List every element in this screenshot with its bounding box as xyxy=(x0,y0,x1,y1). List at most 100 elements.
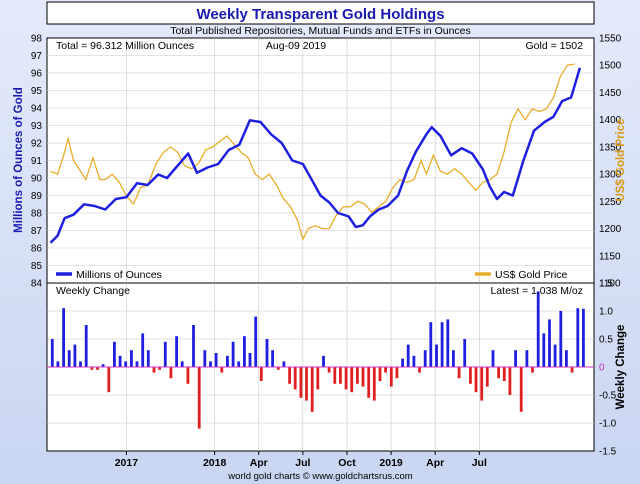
change-bar xyxy=(84,325,88,367)
right-tick-label: 1550 xyxy=(599,34,622,45)
change-bar xyxy=(96,367,99,370)
change-bar xyxy=(361,367,365,387)
change-bar xyxy=(175,336,178,367)
change-bar xyxy=(576,308,580,367)
change-bar xyxy=(62,308,65,367)
change-bar xyxy=(113,341,116,367)
change-bar xyxy=(418,367,421,373)
chart-subtitle: Total Published Repositories, Mutual Fun… xyxy=(170,25,471,37)
change-bar xyxy=(276,367,280,370)
change-tick-label: 0.5 xyxy=(599,335,613,346)
right-tick-label: 1250 xyxy=(599,197,622,208)
left-tick-label: 98 xyxy=(31,34,43,45)
right-tick-label: 1400 xyxy=(599,115,622,126)
change-bar xyxy=(101,364,105,367)
x-tick-label: Apr xyxy=(426,457,444,469)
change-bar xyxy=(531,367,534,373)
change-bar xyxy=(158,367,161,370)
gold-annotation: Gold = 1502 xyxy=(525,40,583,52)
change-bar xyxy=(559,311,563,367)
weekly-change-axis-title: Weekly Change xyxy=(615,325,627,410)
change-bar xyxy=(186,367,190,384)
right-tick-label: 1350 xyxy=(599,142,622,153)
change-bar xyxy=(248,353,252,367)
change-bar xyxy=(582,308,585,367)
change-bar xyxy=(118,355,122,367)
change-bar xyxy=(463,339,467,367)
change-tick-label: 1.0 xyxy=(599,307,613,318)
change-bar xyxy=(542,333,546,367)
change-bar xyxy=(333,367,337,384)
change-bar xyxy=(141,333,145,367)
change-tick-label: -1.5 xyxy=(599,447,617,458)
change-bar xyxy=(406,344,410,367)
change-bar xyxy=(124,361,128,367)
footer-credit: world gold charts © www.goldchartsrus.co… xyxy=(227,471,412,482)
change-bar xyxy=(209,361,212,367)
change-bar xyxy=(553,344,557,367)
change-bar xyxy=(214,353,218,367)
change-bar xyxy=(497,367,500,379)
left-tick-label: 89 xyxy=(31,191,43,202)
change-bar xyxy=(480,367,484,401)
change-bar xyxy=(350,367,354,393)
change-bar xyxy=(474,367,478,393)
change-tick-label: 1.5 xyxy=(599,279,613,290)
gold-price-line xyxy=(50,63,575,242)
change-bar xyxy=(107,367,111,393)
right-tick-label: 1150 xyxy=(599,251,621,262)
change-bar xyxy=(327,367,331,373)
change-bar xyxy=(163,341,167,367)
latest-annotation: Latest = 1.038 M/oz xyxy=(490,285,583,297)
legend-holdings-label: Millions of Ounces xyxy=(76,269,162,281)
change-bar xyxy=(401,358,404,367)
left-tick-label: 97 xyxy=(31,51,43,62)
change-bar xyxy=(514,350,517,367)
date-annotation: Aug-09 2019 xyxy=(266,40,326,52)
change-bar xyxy=(305,367,308,401)
left-tick-label: 92 xyxy=(31,139,43,150)
change-bar xyxy=(67,350,71,367)
change-bar xyxy=(565,350,568,367)
right-tick-label: 1300 xyxy=(599,170,622,181)
change-bar xyxy=(570,367,574,373)
change-bar xyxy=(322,355,325,367)
change-bar xyxy=(231,341,235,367)
change-bar xyxy=(384,367,387,373)
change-bar xyxy=(440,322,444,367)
x-tick-label: Apr xyxy=(250,457,268,469)
x-tick-label: Jul xyxy=(472,457,487,469)
left-tick-label: 95 xyxy=(31,86,43,97)
change-bar xyxy=(265,339,269,367)
change-bar xyxy=(395,367,399,379)
change-bar xyxy=(502,367,506,381)
change-bar xyxy=(469,367,472,384)
left-tick-label: 94 xyxy=(31,104,43,115)
change-bar xyxy=(237,361,241,367)
change-bar xyxy=(548,319,551,367)
change-bar xyxy=(485,367,489,387)
x-tick-label: 2017 xyxy=(115,457,139,469)
change-bar xyxy=(243,336,246,367)
x-axis: 2017 2018 Apr Jul Oct 2019 Apr Jul xyxy=(115,451,487,469)
change-bar xyxy=(293,367,297,390)
left-tick-label: 87 xyxy=(31,226,43,237)
change-bar xyxy=(130,350,133,367)
change-bar xyxy=(356,367,359,384)
change-bar xyxy=(220,367,224,373)
legend-price-label: US$ Gold Price xyxy=(495,269,568,281)
change-bar xyxy=(271,350,274,367)
x-tick-label: Oct xyxy=(338,457,356,469)
change-bar xyxy=(79,361,82,367)
chart-title: Weekly Transparent Gold Holdings xyxy=(196,6,444,23)
change-bar xyxy=(310,367,314,412)
change-bar xyxy=(508,367,512,395)
change-bar xyxy=(452,350,455,367)
change-bar xyxy=(446,319,450,367)
change-bar xyxy=(197,367,201,429)
change-bar xyxy=(203,350,207,367)
change-bar xyxy=(192,325,195,367)
change-bar xyxy=(339,367,342,384)
x-tick-label: 2019 xyxy=(379,457,403,469)
